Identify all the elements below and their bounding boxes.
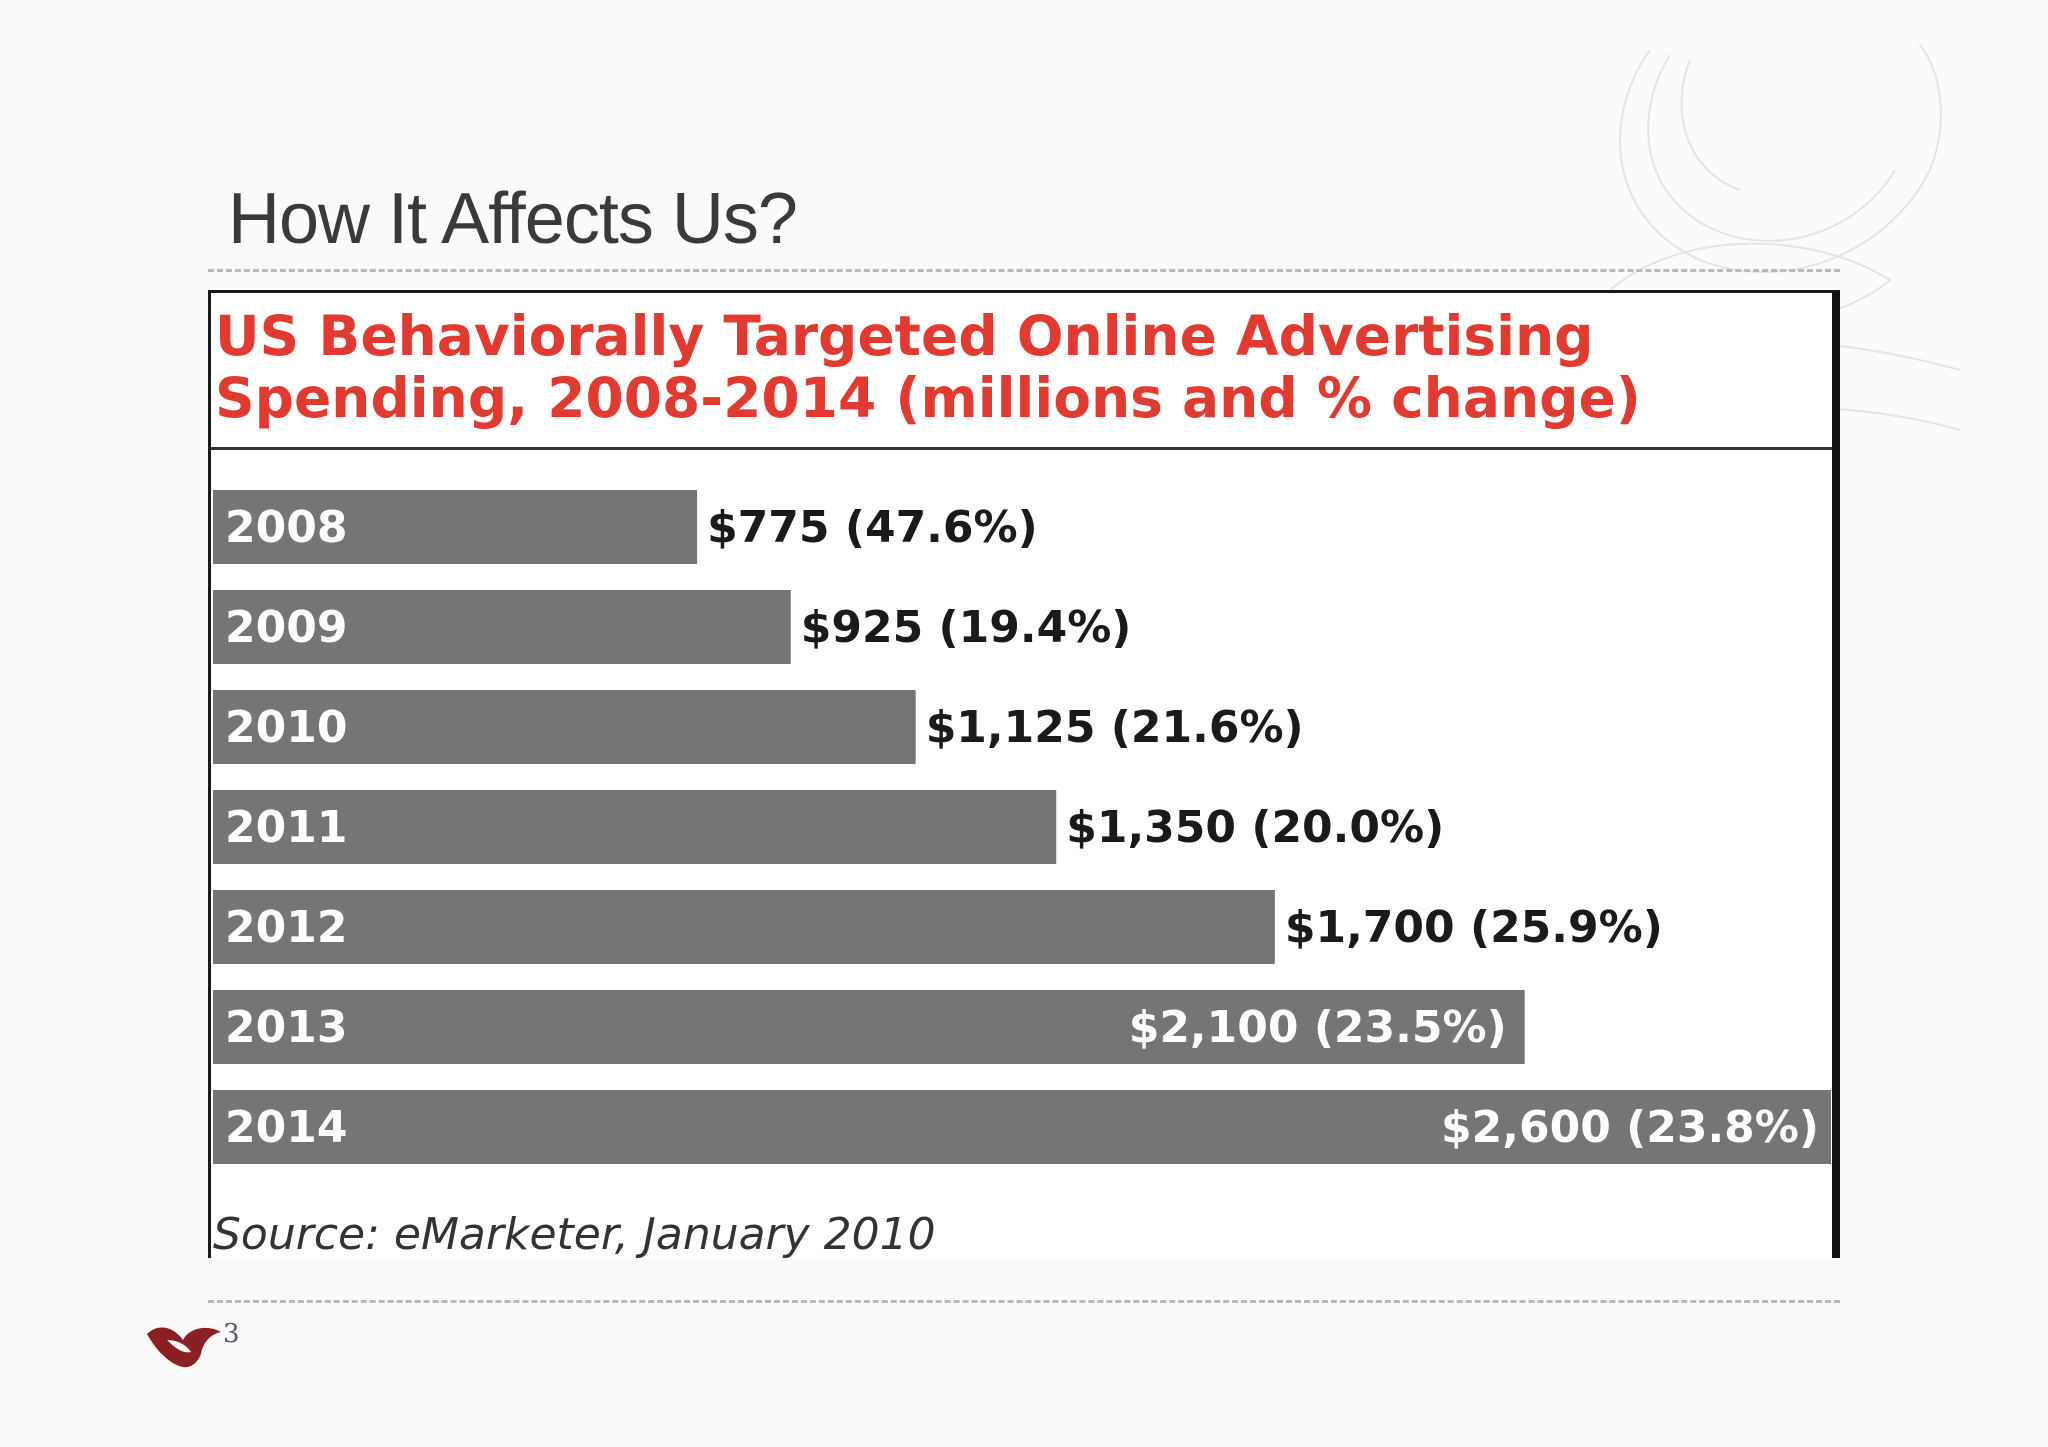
bottom-divider bbox=[208, 1300, 1840, 1303]
page-number: 3 bbox=[223, 1319, 240, 1349]
value-label-2008: $775 (47.6%) bbox=[707, 502, 1038, 553]
bar-2012 bbox=[213, 890, 1275, 964]
category-label-2011: 2011 bbox=[225, 802, 347, 853]
category-label-2013: 2013 bbox=[225, 1002, 347, 1053]
category-label-2012: 2012 bbox=[225, 902, 347, 953]
slide-title: How It Affects Us? bbox=[228, 179, 798, 259]
top-divider bbox=[208, 269, 1840, 272]
bar-2008 bbox=[213, 490, 698, 564]
bar-2014 bbox=[213, 1090, 1831, 1164]
chart-title-line-2: Spending, 2008-2014 (millions and % chan… bbox=[215, 366, 1641, 430]
category-label-2008: 2008 bbox=[225, 502, 347, 553]
bar-2010 bbox=[213, 690, 916, 764]
brand-logo-icon: 3 bbox=[147, 1319, 240, 1368]
category-label-2014: 2014 bbox=[225, 1102, 347, 1153]
chart-frame: US Behaviorally Targeted Online Advertis… bbox=[208, 290, 1840, 1260]
value-label-2012: $1,700 (25.9%) bbox=[1285, 902, 1663, 953]
chart-source: Source: eMarketer, January 2010 bbox=[213, 1209, 936, 1260]
value-label-2009: $925 (19.4%) bbox=[801, 602, 1132, 653]
bar-2009 bbox=[213, 590, 791, 664]
value-label-2013: $2,100 (23.5%) bbox=[1129, 1002, 1507, 1053]
chart-title-divider bbox=[211, 447, 1832, 450]
category-label-2010: 2010 bbox=[225, 702, 347, 753]
chart-title-line-1: US Behaviorally Targeted Online Advertis… bbox=[215, 304, 1594, 368]
bar-2013 bbox=[213, 990, 1525, 1064]
bar-chart: 2008 $775 (47.6%) 2009 $925 (19.4%) 2010 $1,1… bbox=[213, 490, 1831, 1164]
category-label-2009: 2009 bbox=[225, 602, 347, 653]
bar-2011 bbox=[213, 790, 1057, 864]
chart-title: US Behaviorally Targeted Online Advertis… bbox=[215, 305, 1641, 429]
value-label-2011: $1,350 (20.0%) bbox=[1066, 802, 1444, 853]
value-label-2014: $2,600 (23.8%) bbox=[1441, 1102, 1819, 1153]
value-label-2010: $1,125 (21.6%) bbox=[926, 702, 1304, 753]
